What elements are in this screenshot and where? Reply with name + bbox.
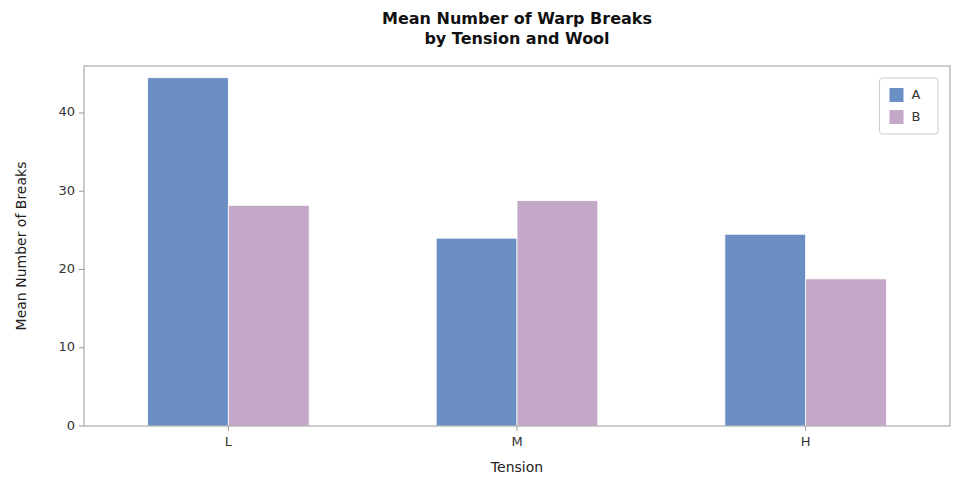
bar (436, 238, 517, 426)
y-tick-label: 40 (58, 104, 75, 119)
y-tick (79, 347, 84, 348)
y-tick-label: 20 (58, 261, 75, 276)
x-tick (228, 426, 229, 431)
plot-frame (84, 66, 950, 426)
title-line: by Tension and Wool (424, 29, 609, 48)
bar (517, 201, 598, 426)
legend-box (880, 78, 939, 134)
chart-svg: 0 10 20 30 40 L M H Tension Mean Number of Breaks… (0, 0, 974, 486)
chart-container: 0 10 20 30 40 L M H Tension Mean Number of Breaks… (0, 0, 974, 486)
legend-swatch (890, 110, 904, 124)
y-tick (79, 191, 84, 192)
bar (228, 205, 309, 426)
legend-label: A (912, 87, 921, 102)
x-tick (517, 426, 518, 431)
bar (148, 78, 229, 426)
legend: AB (880, 78, 939, 134)
x-tick (805, 426, 806, 431)
x-tick-label: H (801, 434, 811, 449)
y-tick (79, 426, 84, 427)
y-tick-label: 10 (58, 339, 75, 354)
title: Mean Number of Warp Breaksby Tension and… (382, 9, 652, 48)
bar (725, 234, 806, 426)
legend-swatch (890, 88, 904, 102)
x-tick-label: M (511, 434, 522, 449)
y-tick (79, 112, 84, 113)
title-line: Mean Number of Warp Breaks (382, 9, 652, 28)
legend-label: B (912, 109, 921, 124)
bar (806, 279, 887, 426)
y-axis-label: Mean Number of Breaks (13, 162, 29, 331)
y-tick-label: 0 (67, 418, 75, 433)
y-tick-label: 30 (58, 183, 75, 198)
x-tick-label: L (225, 434, 233, 449)
bars (148, 78, 887, 426)
y-tick (79, 269, 84, 270)
x-axis-label: Tension (490, 459, 543, 475)
